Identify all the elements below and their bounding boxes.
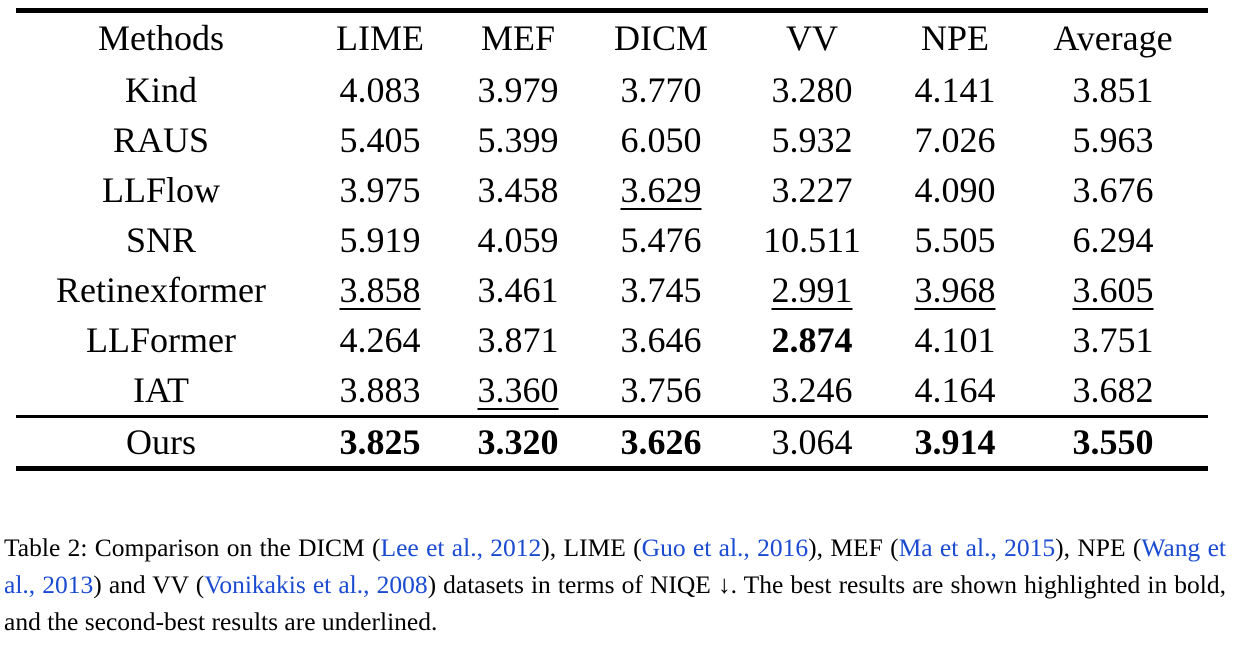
table-top-rule <box>16 8 1208 13</box>
citation-link-vonikakis[interactable]: Vonikakis et al., 2008 <box>204 569 428 599</box>
table-caption: Table 2: Comparison on the DICM (Lee et … <box>4 529 1226 640</box>
table-cell: 3.751 <box>1072 320 1154 360</box>
table-cell: 5.476 <box>620 220 702 260</box>
table-cell: 3.646 <box>620 320 702 360</box>
method-name: LLFlow <box>101 170 221 210</box>
table-cell: 5.505 <box>914 220 996 260</box>
citation-link-guo[interactable]: Guo et al., 2016 <box>641 532 809 562</box>
table-cell: 3.360 <box>477 370 559 410</box>
table-cell: 3.968 <box>914 270 996 310</box>
table-bottom-rule <box>16 466 1208 471</box>
table-cell: 3.626 <box>620 422 702 462</box>
method-name: LLFormer <box>86 320 236 360</box>
column-header: Methods <box>98 18 224 58</box>
table-cell: 3.461 <box>477 270 559 310</box>
table-cell: 7.026 <box>914 120 996 160</box>
table-cell: 3.756 <box>620 370 702 410</box>
citation-link-lee[interactable]: Lee et al., 2012 <box>380 532 542 562</box>
caption-text: ), LIME ( <box>541 532 642 562</box>
caption-text: ) and VV ( <box>93 569 205 599</box>
table-cell: 5.405 <box>339 120 421 160</box>
column-header: VV <box>786 18 838 58</box>
table-cell: 3.280 <box>771 70 853 110</box>
caption-text: ) datasets in terms of NIQE ↓. The best … <box>4 569 1226 636</box>
table-cell: 3.064 <box>771 422 853 462</box>
table-cell: 3.883 <box>339 370 421 410</box>
method-name: Ours <box>126 422 196 462</box>
column-header: MEF <box>480 18 556 58</box>
table-cell: 10.511 <box>763 220 861 260</box>
column-header: LIME <box>336 18 424 58</box>
method-name: Retinexformer <box>56 270 266 310</box>
table-cell: 4.264 <box>339 320 421 360</box>
citation-link-wang[interactable]: Wang et al., 2013 <box>4 532 1226 599</box>
table-cell: 3.320 <box>477 422 559 462</box>
table-cell: 4.101 <box>914 320 996 360</box>
caption-text: ), NPE ( <box>1055 532 1142 562</box>
table-cell: 2.874 <box>771 320 853 360</box>
table-cell: 6.050 <box>620 120 702 160</box>
table-cell: 3.770 <box>620 70 702 110</box>
table-cell: 5.919 <box>339 220 421 260</box>
table-cell: 4.164 <box>914 370 996 410</box>
table-cell: 4.090 <box>914 170 996 210</box>
column-header: NPE <box>920 18 990 58</box>
caption-text: Table 2: Comparison on the DICM ( <box>4 532 381 562</box>
table-cell: 3.676 <box>1072 170 1154 210</box>
method-name: RAUS <box>112 120 210 160</box>
table-cell: 5.399 <box>477 120 559 160</box>
table-cell: 3.682 <box>1072 370 1154 410</box>
table-cell: 3.975 <box>339 170 421 210</box>
table-cell: 5.963 <box>1072 120 1154 160</box>
table-cell: 3.550 <box>1072 422 1154 462</box>
table-cell: 3.914 <box>914 422 996 462</box>
table-mid-rule <box>16 415 1208 418</box>
table-cell: 4.083 <box>339 70 421 110</box>
table-cell: 3.246 <box>771 370 853 410</box>
method-name: Kind <box>125 70 197 110</box>
table-cell: 3.745 <box>620 270 702 310</box>
citation-link-ma[interactable]: Ma et al., 2015 <box>898 532 1056 562</box>
table-cell: 3.851 <box>1072 70 1154 110</box>
table-cell: 3.871 <box>477 320 559 360</box>
caption-text: ), MEF ( <box>808 532 899 562</box>
table-cell: 6.294 <box>1072 220 1154 260</box>
column-header: DICM <box>613 18 709 58</box>
method-name: SNR <box>125 220 197 260</box>
table-cell: 3.458 <box>477 170 559 210</box>
table-cell: 3.825 <box>339 422 421 462</box>
table-cell: 5.932 <box>771 120 853 160</box>
table-cell: 3.858 <box>339 270 421 310</box>
table-cell: 3.227 <box>771 170 853 210</box>
method-name: IAT <box>133 370 189 410</box>
table-cell: 3.979 <box>477 70 559 110</box>
table-cell: 4.141 <box>914 70 996 110</box>
column-header: Average <box>1053 18 1173 58</box>
table-cell: 2.991 <box>771 270 853 310</box>
table-cell: 3.629 <box>620 170 702 210</box>
table-cell: 3.605 <box>1072 270 1154 310</box>
table-cell: 4.059 <box>477 220 559 260</box>
